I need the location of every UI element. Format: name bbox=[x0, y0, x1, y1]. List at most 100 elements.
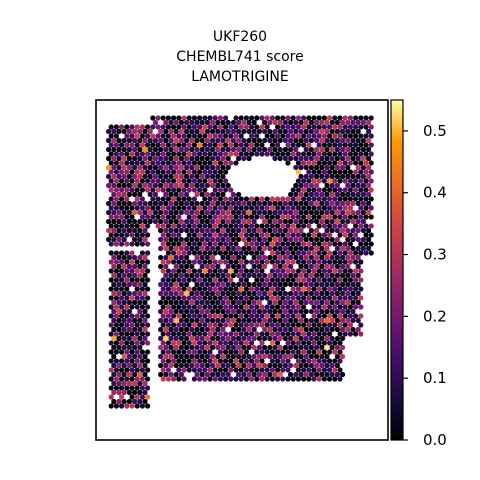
spot bbox=[337, 358, 343, 364]
spot bbox=[319, 209, 325, 216]
spot bbox=[124, 151, 130, 157]
spot bbox=[329, 317, 335, 324]
spot bbox=[132, 137, 138, 144]
spot bbox=[186, 331, 192, 337]
spot bbox=[202, 232, 208, 238]
spot bbox=[236, 137, 242, 144]
spot bbox=[272, 272, 278, 279]
spot bbox=[230, 281, 236, 288]
spot bbox=[215, 317, 221, 324]
spot bbox=[142, 254, 148, 261]
spot bbox=[340, 317, 346, 324]
spot bbox=[189, 263, 195, 270]
spot bbox=[119, 322, 125, 328]
spot bbox=[181, 187, 187, 193]
spot bbox=[132, 200, 138, 207]
spot bbox=[238, 331, 244, 337]
spot bbox=[282, 227, 288, 234]
spot bbox=[334, 317, 340, 324]
spot bbox=[316, 367, 322, 373]
spot bbox=[145, 142, 151, 148]
spot bbox=[363, 151, 369, 157]
spot bbox=[319, 299, 325, 306]
spot bbox=[332, 178, 338, 184]
spot bbox=[262, 290, 268, 297]
spot bbox=[181, 142, 187, 148]
spot bbox=[332, 268, 338, 274]
spot bbox=[303, 299, 309, 306]
spot bbox=[119, 331, 125, 337]
spot bbox=[345, 245, 351, 252]
spot bbox=[301, 313, 307, 319]
spot bbox=[228, 241, 234, 247]
spot bbox=[241, 128, 247, 135]
spot bbox=[165, 277, 171, 283]
spot bbox=[353, 133, 359, 139]
spot bbox=[155, 115, 161, 121]
spot bbox=[353, 295, 359, 301]
spot bbox=[163, 227, 169, 234]
spot bbox=[210, 254, 216, 261]
spot bbox=[243, 232, 249, 238]
spot bbox=[241, 362, 247, 369]
spot bbox=[119, 232, 125, 238]
spot bbox=[332, 187, 338, 193]
spot bbox=[358, 115, 364, 121]
spot bbox=[129, 376, 135, 382]
spot bbox=[345, 119, 351, 126]
spot bbox=[329, 227, 335, 234]
spot bbox=[345, 308, 351, 315]
spot bbox=[134, 277, 140, 283]
spot bbox=[210, 119, 216, 126]
spot bbox=[168, 245, 174, 252]
spot bbox=[327, 205, 333, 211]
spot bbox=[155, 124, 161, 130]
spot bbox=[241, 371, 247, 378]
spot bbox=[132, 362, 138, 369]
spot bbox=[119, 169, 125, 175]
spot bbox=[298, 200, 304, 207]
spot bbox=[137, 380, 143, 387]
spot bbox=[275, 259, 281, 265]
spot bbox=[220, 344, 226, 351]
spot bbox=[121, 344, 127, 351]
spot bbox=[202, 187, 208, 193]
spot bbox=[230, 209, 236, 216]
spot bbox=[282, 290, 288, 297]
spot bbox=[290, 187, 296, 193]
spot bbox=[314, 362, 320, 369]
spot bbox=[108, 142, 114, 148]
spot bbox=[137, 263, 143, 270]
spot bbox=[212, 151, 218, 157]
spot bbox=[238, 232, 244, 238]
spot bbox=[241, 119, 247, 126]
spot bbox=[119, 124, 125, 130]
spot bbox=[108, 367, 114, 373]
spot bbox=[119, 205, 125, 211]
spot bbox=[233, 295, 239, 301]
spot bbox=[113, 331, 119, 337]
spot bbox=[308, 209, 314, 216]
spot bbox=[308, 137, 314, 144]
spot bbox=[160, 313, 166, 319]
spot bbox=[207, 133, 213, 139]
spot bbox=[246, 308, 252, 315]
spot bbox=[267, 254, 273, 261]
spot bbox=[353, 151, 359, 157]
spot bbox=[280, 223, 286, 229]
spot bbox=[191, 169, 197, 175]
spot bbox=[158, 236, 164, 243]
spot bbox=[191, 160, 197, 166]
spot bbox=[129, 295, 135, 301]
spot bbox=[225, 146, 231, 153]
spot bbox=[186, 367, 192, 373]
spot bbox=[238, 367, 244, 373]
spot bbox=[345, 227, 351, 234]
spot bbox=[111, 254, 117, 261]
spot bbox=[139, 151, 145, 157]
spot bbox=[202, 331, 208, 337]
spot bbox=[285, 133, 291, 139]
spot bbox=[298, 371, 304, 378]
spot bbox=[301, 367, 307, 373]
spot bbox=[306, 169, 312, 175]
